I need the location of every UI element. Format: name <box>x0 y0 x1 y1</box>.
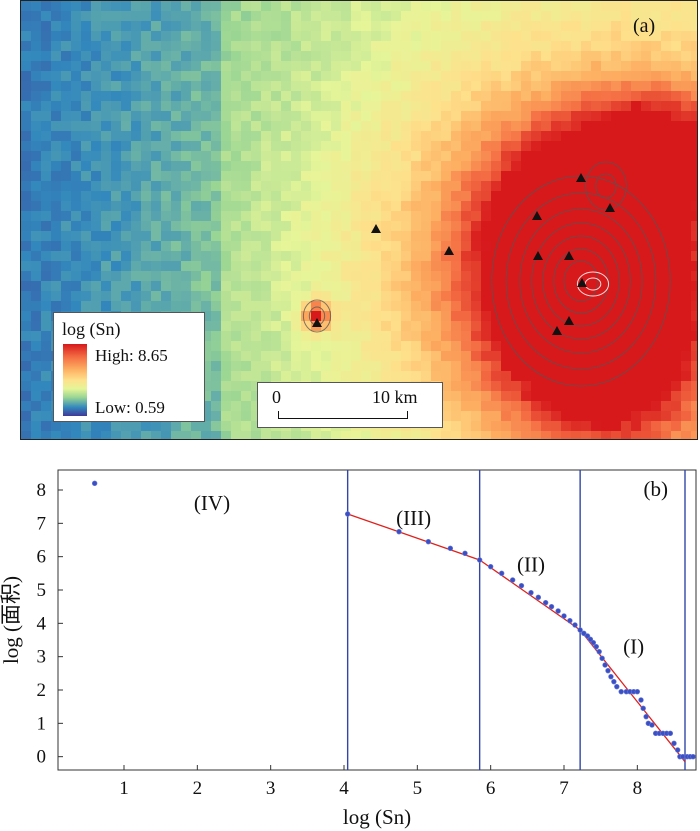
y-tick-label-0: 0 <box>37 747 47 768</box>
triangle-marker-icon <box>577 278 587 287</box>
data-point-29 <box>608 673 614 680</box>
data-point-48 <box>674 747 681 753</box>
y-axis-title: log (面积) <box>0 576 23 664</box>
data-point-25 <box>596 648 602 655</box>
data-point-32 <box>618 688 624 695</box>
data-point-9 <box>509 577 516 583</box>
map-markers <box>312 173 615 335</box>
region-label-1: (III) <box>396 506 431 530</box>
data-point-39 <box>643 713 649 720</box>
legend-high-label: High: 8.65 <box>95 346 168 365</box>
triangle-marker-icon <box>605 203 615 212</box>
data-point-24 <box>593 643 599 650</box>
map-panel-label: (a) <box>633 15 656 37</box>
x-tick-label-4: 5 <box>413 778 423 799</box>
y-tick-label-2: 2 <box>37 680 47 701</box>
chart-panel-label: (b) <box>644 477 669 501</box>
data-point-1 <box>344 511 351 517</box>
region-label-0: (IV) <box>194 491 230 515</box>
data-point-18 <box>572 622 578 628</box>
data-point-2 <box>396 528 402 535</box>
region-label-3: (I) <box>623 634 644 658</box>
data-point-21 <box>584 633 591 639</box>
plot-frame <box>57 469 697 771</box>
data-point-12 <box>535 594 542 601</box>
x-tick-label-5: 6 <box>486 778 496 799</box>
data-point-31 <box>614 683 620 690</box>
sn-geochemical-map: (a) log (Sn) High: 8.65 Low: 0.59 0 10 k… <box>20 0 698 440</box>
data-point-20 <box>581 630 587 637</box>
map-cells <box>21 1 697 439</box>
triangle-marker-icon <box>532 211 542 220</box>
x-tick-label-6: 7 <box>559 778 569 799</box>
legend-low-label: Low: 0.59 <box>95 398 165 417</box>
legend-color-ramp <box>63 344 87 416</box>
data-point-10 <box>518 582 525 589</box>
data-point-37 <box>638 697 644 703</box>
data-point-14 <box>548 603 555 610</box>
fit-line-0 <box>347 513 480 561</box>
scale-bar <box>278 411 408 419</box>
data-point-5 <box>462 550 468 557</box>
x-tick-label-0: 1 <box>119 778 129 799</box>
data-point-11 <box>528 589 534 596</box>
triangle-marker-icon <box>564 316 574 325</box>
data-point-38 <box>640 705 646 712</box>
data-point-50 <box>680 753 686 760</box>
y-tick-label-8: 8 <box>37 480 47 501</box>
y-tick-label-3: 3 <box>37 647 47 668</box>
legend-box: log (Sn) High: 8.65 Low: 0.59 <box>53 312 205 422</box>
data-point-26 <box>599 655 605 662</box>
data-point-4 <box>447 545 454 552</box>
scale-start-label: 0 <box>272 387 281 407</box>
triangle-marker-icon <box>533 251 543 260</box>
y-tick-label-4: 4 <box>37 613 47 634</box>
map-raster <box>21 1 697 439</box>
x-tick-label-2: 3 <box>266 778 276 799</box>
legend-title: log (Sn) <box>62 319 121 339</box>
triangle-marker-icon <box>564 251 574 260</box>
scale-bar-box: 0 10 km <box>257 382 443 428</box>
data-point-7 <box>487 563 494 570</box>
data-point-53 <box>690 753 696 760</box>
x-tick-label-7: 8 <box>633 778 643 799</box>
scale-end-label: 10 km <box>372 387 418 407</box>
data-point-46 <box>667 730 674 737</box>
x-axis-title: log (Sn) <box>343 805 411 829</box>
data-point-27 <box>602 662 608 668</box>
x-tick-label-3: 4 <box>339 778 349 799</box>
data-point-17 <box>567 617 573 624</box>
data-point-22 <box>587 636 594 643</box>
data-point-3 <box>425 538 432 545</box>
data-point-41 <box>649 722 655 728</box>
data-point-0 <box>91 480 98 487</box>
y-tick-label-1: 1 <box>37 713 47 734</box>
data-point-16 <box>561 613 567 619</box>
data-point-15 <box>555 608 561 614</box>
data-point-13 <box>542 599 549 606</box>
log-log-chart: 1 2 3 4 5 6 7 8 0 1 2 3 4 5 6 7 8 log (Sn) log (面积) (IV) (II… <box>0 469 697 829</box>
data-point-36 <box>634 688 641 695</box>
data-point-23 <box>590 639 597 646</box>
triangle-marker-icon <box>552 326 562 335</box>
triangle-marker-icon <box>312 318 322 327</box>
y-tick-label-7: 7 <box>37 513 47 534</box>
triangle-marker-icon <box>444 246 454 255</box>
triangle-marker-icon <box>576 173 586 182</box>
data-point-6 <box>476 557 483 563</box>
x-tick-label-1: 2 <box>193 778 203 799</box>
data-point-47 <box>671 740 677 747</box>
region-label-2: (II) <box>517 553 545 577</box>
y-tick-label-6: 6 <box>37 547 47 568</box>
data-point-19 <box>577 627 583 633</box>
data-point-8 <box>498 570 505 577</box>
triangle-marker-icon <box>371 224 381 233</box>
data-point-28 <box>605 667 611 674</box>
data-point-30 <box>611 678 617 685</box>
y-tick-label-5: 5 <box>37 580 47 601</box>
